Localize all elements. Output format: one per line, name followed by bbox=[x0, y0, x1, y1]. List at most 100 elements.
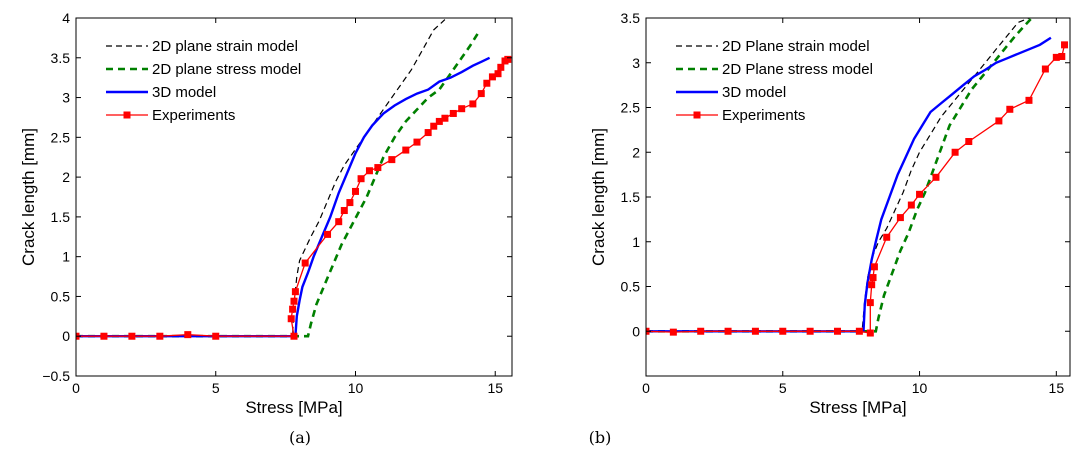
series-marker bbox=[430, 122, 438, 130]
x-tick-label: 0 bbox=[642, 380, 650, 396]
x-axis-label: Stress [MPa] bbox=[809, 398, 906, 417]
series-marker bbox=[494, 70, 502, 78]
series-marker bbox=[291, 288, 299, 296]
legend-marker bbox=[123, 111, 131, 119]
series-marker bbox=[335, 218, 343, 226]
x-tick-label: 10 bbox=[912, 380, 928, 396]
x-tick-label: 0 bbox=[72, 380, 80, 396]
series-marker bbox=[458, 105, 466, 113]
y-tick-label: 2 bbox=[632, 144, 640, 160]
series-marker bbox=[751, 327, 759, 335]
series-marker bbox=[290, 297, 298, 305]
x-tick-label: 10 bbox=[348, 380, 364, 396]
series-marker bbox=[995, 117, 1003, 125]
y-tick-label: 0.5 bbox=[51, 288, 71, 304]
series-marker bbox=[855, 327, 863, 335]
y-tick-label: 2.5 bbox=[51, 129, 71, 145]
y-tick-label: 1 bbox=[62, 249, 70, 265]
series-marker bbox=[965, 138, 973, 146]
series-marker bbox=[697, 327, 705, 335]
y-axis-label: Crack length [mm] bbox=[19, 128, 38, 266]
series-marker bbox=[833, 327, 841, 335]
legend-label-4: Experiments bbox=[722, 107, 805, 124]
series-marker bbox=[868, 281, 876, 289]
series-marker bbox=[1052, 53, 1060, 61]
series-marker bbox=[724, 327, 732, 335]
figure-caption: (b) bbox=[589, 428, 612, 447]
legend-label-1: 2D plane strain model bbox=[152, 38, 298, 55]
series-marker bbox=[413, 138, 421, 146]
figure-caption: (a) bbox=[289, 428, 311, 447]
series-marker bbox=[504, 55, 512, 63]
series-marker bbox=[374, 164, 382, 172]
series-marker bbox=[916, 190, 924, 198]
y-axis-label: Crack length [mm] bbox=[589, 128, 608, 266]
x-tick-label: 5 bbox=[212, 380, 220, 396]
chart-b: 0 5 10 15 0 0.5 1 1.5 2 2.5 3 3.5 Stress [MPa] Crack … bbox=[589, 10, 1071, 447]
series-marker bbox=[346, 199, 354, 207]
series-marker bbox=[1058, 52, 1066, 60]
series-marker bbox=[357, 175, 365, 183]
series-marker bbox=[497, 63, 505, 71]
y-tick-label: 4 bbox=[62, 10, 70, 26]
series-marker bbox=[402, 146, 410, 154]
series-marker bbox=[896, 214, 904, 222]
series-marker bbox=[806, 327, 814, 335]
y-tick-label: −0.5 bbox=[42, 368, 70, 384]
series-marker bbox=[907, 201, 915, 209]
y-tick-label: 0 bbox=[632, 323, 640, 339]
series-line-1 bbox=[76, 19, 446, 337]
series-marker bbox=[301, 259, 309, 267]
series-marker bbox=[1006, 105, 1014, 113]
y-tick-label: 0.5 bbox=[621, 279, 641, 295]
series-marker bbox=[1025, 96, 1033, 104]
series-marker bbox=[866, 329, 874, 337]
series-marker bbox=[365, 167, 373, 175]
legend-label-2: 2D plane stress model bbox=[152, 61, 301, 78]
series-marker bbox=[441, 114, 449, 122]
series-marker bbox=[340, 207, 348, 215]
series-marker bbox=[388, 156, 396, 164]
series-marker bbox=[324, 230, 332, 238]
series-marker bbox=[290, 332, 298, 340]
legend-label-3: 3D model bbox=[152, 84, 216, 101]
y-tick-label: 1 bbox=[632, 234, 640, 250]
series-marker bbox=[128, 332, 136, 340]
series-line-3 bbox=[646, 36, 1052, 333]
series-marker bbox=[100, 332, 108, 340]
legend-marker bbox=[693, 111, 701, 119]
series-marker bbox=[779, 327, 787, 335]
series-marker bbox=[184, 331, 192, 339]
y-tick-label: 0 bbox=[62, 328, 70, 344]
series-marker bbox=[469, 100, 477, 108]
axes-box bbox=[75, 17, 513, 377]
series-line-2 bbox=[646, 18, 1033, 333]
series-marker bbox=[156, 332, 164, 340]
series-marker bbox=[477, 90, 485, 98]
series-marker bbox=[289, 305, 297, 313]
x-tick-label: 15 bbox=[1049, 380, 1065, 396]
x-tick-label: 5 bbox=[779, 380, 787, 396]
series-marker bbox=[870, 263, 878, 271]
y-tick-label: 3.5 bbox=[621, 10, 641, 26]
y-tick-label: 2.5 bbox=[621, 100, 641, 116]
series-marker bbox=[883, 233, 891, 241]
legend-label-4: Experiments bbox=[152, 107, 235, 124]
y-tick-label: 1.5 bbox=[621, 189, 641, 205]
y-tick-label: 3 bbox=[62, 90, 70, 106]
legend-label-2: 2D Plane stress model bbox=[722, 61, 873, 78]
x-axis-label: Stress [MPa] bbox=[245, 398, 342, 417]
series-marker bbox=[287, 315, 295, 323]
y-tick-label: 1.5 bbox=[51, 209, 71, 225]
series-marker bbox=[869, 274, 877, 282]
series-marker bbox=[212, 332, 220, 340]
series-marker bbox=[932, 173, 940, 181]
series-marker bbox=[488, 73, 496, 81]
series-line-3 bbox=[76, 56, 491, 338]
legend-label-3: 3D model bbox=[722, 84, 786, 101]
series-marker bbox=[1061, 41, 1069, 49]
y-tick-label: 2 bbox=[62, 169, 70, 185]
series-marker bbox=[866, 299, 874, 307]
series-marker bbox=[1041, 65, 1049, 73]
